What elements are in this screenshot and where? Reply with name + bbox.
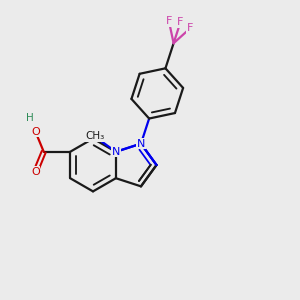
Text: CH₃: CH₃ [85, 131, 104, 141]
Text: F: F [166, 16, 172, 26]
Text: F: F [177, 17, 184, 27]
Text: O: O [31, 127, 40, 136]
Text: F: F [187, 23, 194, 33]
Text: N: N [137, 139, 145, 148]
Text: O: O [31, 167, 40, 177]
Text: N: N [137, 139, 145, 148]
Text: N: N [112, 147, 120, 157]
Text: H: H [26, 113, 34, 123]
